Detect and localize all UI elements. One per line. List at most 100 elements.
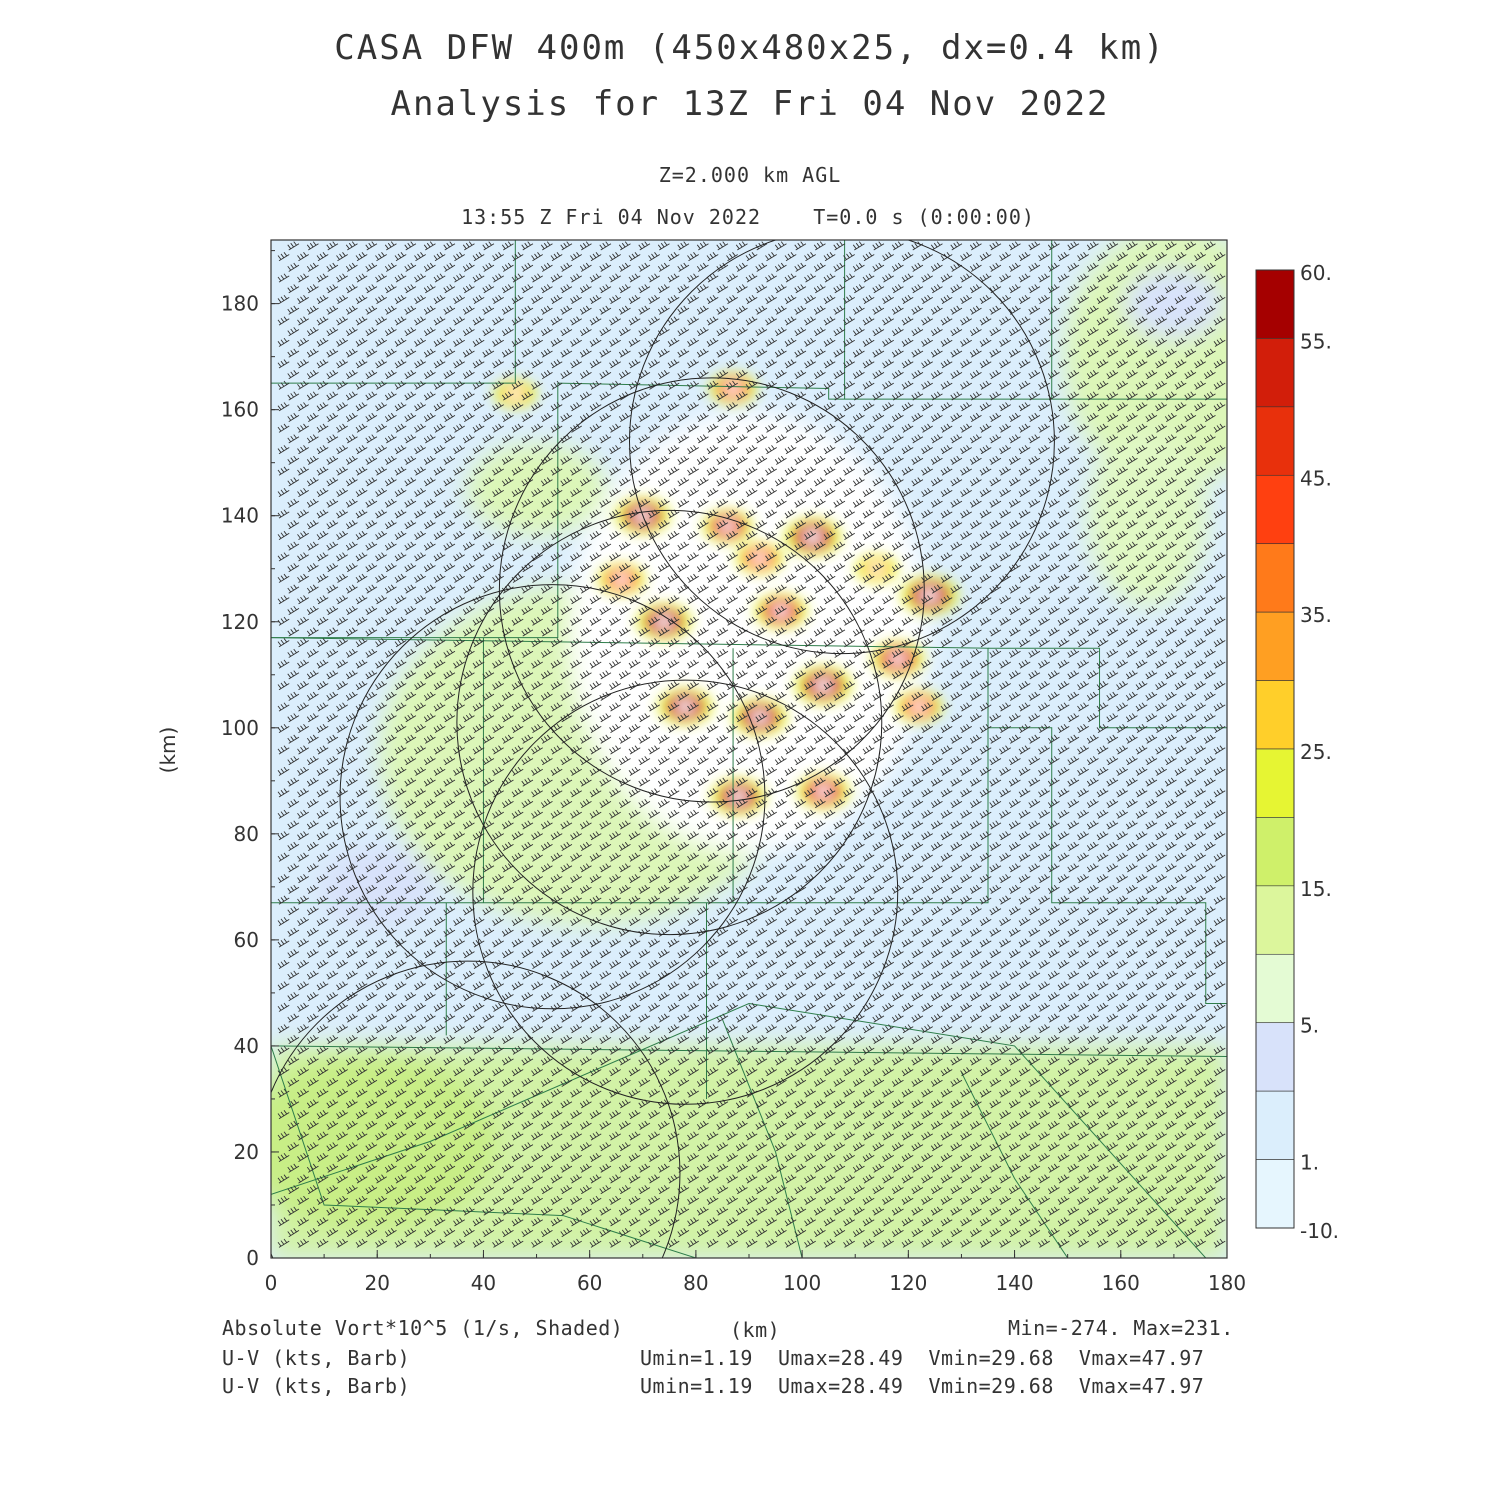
vorticity-core xyxy=(752,553,768,564)
wind-barb xyxy=(1125,1206,1138,1216)
wind-barb xyxy=(735,412,748,422)
wind-barb xyxy=(404,284,417,294)
wind-barb xyxy=(774,841,787,851)
wind-barb xyxy=(1116,638,1128,648)
wind-barb xyxy=(1057,1152,1070,1163)
wind-barb xyxy=(365,605,378,616)
wind-barb xyxy=(579,455,592,465)
wind-barb xyxy=(755,348,768,358)
wind-barb xyxy=(1096,1238,1109,1248)
wind-barb xyxy=(423,412,436,422)
wind-barb xyxy=(1145,477,1158,487)
wind-barb xyxy=(336,552,348,562)
wind-barb xyxy=(706,1024,719,1034)
wind-barb xyxy=(950,1056,963,1066)
wind-barb xyxy=(599,520,612,530)
wind-barb xyxy=(950,906,963,916)
wind-barb xyxy=(492,1238,504,1248)
wind-barb xyxy=(813,455,826,465)
wind-barb xyxy=(599,305,612,315)
wind-barb xyxy=(277,616,290,626)
wind-barb xyxy=(716,884,729,894)
wind-barb xyxy=(794,1077,807,1087)
wind-barb xyxy=(1077,595,1089,605)
wind-barb xyxy=(872,412,885,422)
wind-barb xyxy=(1145,327,1158,337)
wind-barb xyxy=(638,970,651,980)
wind-barb xyxy=(1135,316,1148,326)
wind-barb xyxy=(872,1163,885,1173)
wind-barb xyxy=(755,713,768,723)
wind-barb xyxy=(716,1142,729,1152)
wind-barb xyxy=(297,466,309,476)
wind-barb xyxy=(336,917,348,927)
wind-barb xyxy=(404,541,417,551)
wind-barb xyxy=(911,327,924,337)
wind-barb xyxy=(1213,917,1226,927)
wind-barb xyxy=(404,434,417,444)
wind-barb xyxy=(1067,820,1080,830)
wind-barb xyxy=(433,423,446,433)
wind-barb xyxy=(423,520,436,530)
wind-barb xyxy=(550,1195,563,1205)
wind-barb xyxy=(297,316,309,326)
wind-barb xyxy=(882,1174,894,1184)
wind-barb xyxy=(1174,938,1187,948)
wind-barb xyxy=(277,466,290,476)
wind-barb xyxy=(1077,659,1089,669)
wind-barb xyxy=(657,841,670,851)
wind-barb xyxy=(287,584,300,594)
wind-barb xyxy=(1203,563,1216,573)
wind-barb xyxy=(394,766,407,776)
wind-barb xyxy=(911,670,924,680)
wind-barb xyxy=(375,723,387,734)
wind-barb xyxy=(765,895,777,905)
wind-barb xyxy=(1155,874,1167,884)
wind-barb xyxy=(940,831,953,841)
wind-barb xyxy=(726,359,738,369)
wind-barb xyxy=(960,659,972,669)
wind-barb xyxy=(813,1034,826,1045)
wind-barb xyxy=(891,970,904,980)
wind-barb xyxy=(667,1195,680,1205)
wind-barb xyxy=(745,316,758,326)
wind-barb xyxy=(599,927,612,937)
wind-barb xyxy=(804,788,816,798)
wind-barb xyxy=(287,391,300,401)
wind-barb xyxy=(950,498,963,508)
wind-barb xyxy=(774,1185,787,1195)
wind-barb xyxy=(765,1217,777,1227)
wind-barb xyxy=(794,1034,807,1045)
wind-barb xyxy=(1116,423,1128,433)
wind-barb xyxy=(345,949,358,959)
wind-barb xyxy=(882,1131,894,1141)
wind-barb xyxy=(521,1034,534,1045)
wind-barb xyxy=(755,1185,768,1195)
wind-barb xyxy=(765,681,777,691)
wind-barb xyxy=(1008,541,1021,551)
wind-barb xyxy=(423,370,436,380)
wind-barb xyxy=(911,1034,924,1045)
wind-barb xyxy=(345,1056,358,1066)
wind-barb xyxy=(1096,1110,1109,1120)
wind-barb xyxy=(1038,874,1050,884)
wind-barb xyxy=(443,305,456,315)
wind-barb xyxy=(433,1045,446,1055)
wind-barb xyxy=(560,1206,573,1216)
wind-barb xyxy=(706,638,719,648)
wind-barb xyxy=(667,1131,680,1141)
wind-barb xyxy=(1106,1206,1119,1216)
wind-barb xyxy=(501,241,514,251)
wind-barb xyxy=(657,1163,670,1173)
wind-barb xyxy=(862,423,875,433)
wind-barb xyxy=(852,412,865,422)
wind-barb xyxy=(726,1088,738,1098)
wind-barb xyxy=(501,820,514,830)
wind-barb xyxy=(472,337,485,347)
wind-barb xyxy=(999,1045,1011,1055)
wind-barb xyxy=(687,1217,699,1227)
wind-barb xyxy=(657,348,670,358)
wind-barb xyxy=(1106,734,1119,744)
wind-barb xyxy=(969,648,982,658)
wind-barb xyxy=(316,252,329,262)
